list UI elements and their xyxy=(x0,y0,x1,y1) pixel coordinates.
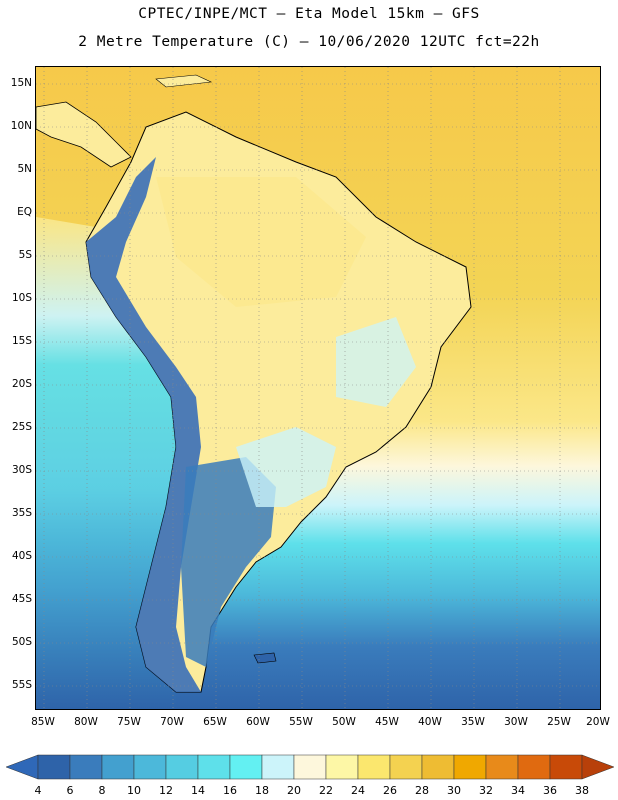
colorbar xyxy=(5,754,615,780)
colorbar-label: 16 xyxy=(223,784,237,797)
lon-label: 55W xyxy=(289,716,313,728)
colorbar-label: 18 xyxy=(255,784,269,797)
colorbar-cell xyxy=(389,754,423,780)
colorbar-cell xyxy=(261,754,295,780)
lon-label: 70W xyxy=(160,716,184,728)
colorbar-label: 34 xyxy=(511,784,525,797)
colorbar-label: 28 xyxy=(415,784,429,797)
lon-label: 20W xyxy=(586,716,610,728)
lon-label: 30W xyxy=(504,716,528,728)
lat-label: 15N xyxy=(10,77,32,89)
se-brazil-cool-region xyxy=(336,317,416,407)
colorbar-label: 30 xyxy=(447,784,461,797)
lon-label: 75W xyxy=(117,716,141,728)
colorbar-label: 24 xyxy=(351,784,365,797)
colorbar-label: 38 xyxy=(575,784,589,797)
colorbar-cell xyxy=(197,754,231,780)
colorbar-max-arrow xyxy=(581,754,615,780)
lat-label: 15S xyxy=(11,335,32,347)
title-line-1: CPTEC/INPE/MCT – Eta Model 15km – GFS xyxy=(138,6,480,22)
central-america xyxy=(36,101,132,168)
colorbar-cell xyxy=(549,754,583,780)
colorbar-cell xyxy=(37,754,71,780)
falkland-islands xyxy=(253,652,277,664)
andes-cold-region xyxy=(86,157,201,692)
lon-label: 40W xyxy=(418,716,442,728)
pampas-region xyxy=(236,427,336,507)
colorbar-cells xyxy=(37,754,583,780)
colorbar-label: 4 xyxy=(34,784,42,797)
lat-label: 55S xyxy=(11,679,32,691)
lat-label: 30S xyxy=(11,464,32,476)
lat-label: EQ xyxy=(17,206,32,218)
caribbean-islands xyxy=(155,74,213,88)
colorbar-label: 36 xyxy=(543,784,557,797)
colorbar-label: 20 xyxy=(287,784,301,797)
lat-label: 10N xyxy=(10,120,32,132)
lon-label: 80W xyxy=(74,716,98,728)
lon-label: 50W xyxy=(332,716,356,728)
colorbar-cell xyxy=(293,754,327,780)
map-panel xyxy=(35,66,601,710)
colorbar-cell xyxy=(325,754,359,780)
colorbar-label: 10 xyxy=(127,784,141,797)
lat-label: 45S xyxy=(11,593,32,605)
colorbar-cell xyxy=(485,754,519,780)
colorbar-cell xyxy=(69,754,103,780)
colorbar-label: 26 xyxy=(383,784,397,797)
lon-label: 25W xyxy=(547,716,571,728)
colorbar-label: 22 xyxy=(319,784,333,797)
lat-label: 5N xyxy=(17,163,32,175)
colorbar-label: 14 xyxy=(191,784,205,797)
lon-label: 60W xyxy=(246,716,270,728)
graticule xyxy=(36,67,600,709)
lat-label: 40S xyxy=(11,550,32,562)
colorbar-cell xyxy=(357,754,391,780)
lon-label: 65W xyxy=(203,716,227,728)
colorbar-label: 8 xyxy=(98,784,106,797)
colorbar-cell xyxy=(421,754,455,780)
lon-label: 85W xyxy=(31,716,55,728)
title-line-2: 2 Metre Temperature (C) – 10/06/2020 12U… xyxy=(78,34,540,50)
colorbar-label: 12 xyxy=(159,784,173,797)
lat-label: 50S xyxy=(11,636,32,648)
colorbar-cell xyxy=(453,754,487,780)
colorbar-label: 32 xyxy=(479,784,493,797)
temperature-map xyxy=(36,67,600,709)
lat-label: 35S xyxy=(11,507,32,519)
lat-label: 20S xyxy=(11,378,32,390)
lon-label: 35W xyxy=(461,716,485,728)
colorbar-cell xyxy=(101,754,135,780)
lat-label: 10S xyxy=(11,292,32,304)
patagonia-region xyxy=(181,457,276,667)
colorbar-cell xyxy=(229,754,263,780)
lat-label: 5S xyxy=(18,249,32,261)
colorbar-cell xyxy=(517,754,551,780)
lat-label: 25S xyxy=(11,421,32,433)
colorbar-cell xyxy=(133,754,167,780)
colorbar-label: 6 xyxy=(66,784,74,797)
colorbar-cell xyxy=(165,754,199,780)
colorbar-min-arrow xyxy=(5,754,39,780)
lon-label: 45W xyxy=(375,716,399,728)
amazon-region xyxy=(156,177,366,307)
